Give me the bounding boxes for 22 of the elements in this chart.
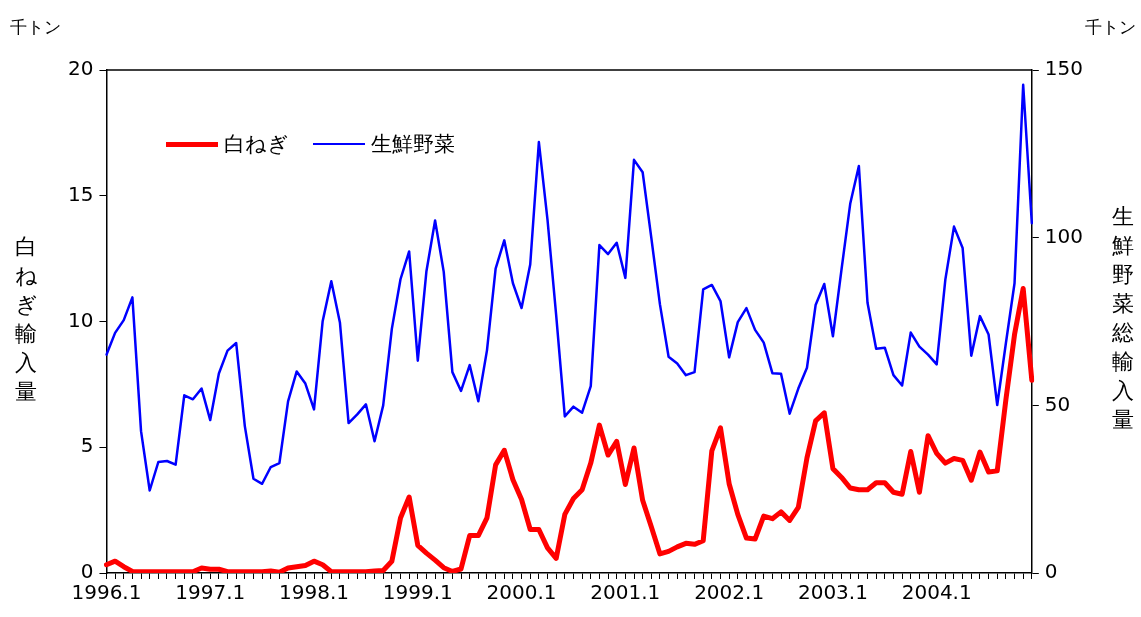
y2-axis-title: 生鮮野菜総輸入量 — [1111, 203, 1135, 434]
x-tick-label: 2004.1 — [901, 580, 972, 605]
text: 千トン — [1085, 16, 1136, 39]
y2-tick-label: 100 — [1044, 223, 1084, 248]
y-axis-title: 白ねぎ輸入量 — [14, 233, 38, 406]
text: 千トン — [10, 16, 61, 39]
y2-tick-label: 0 — [1044, 559, 1058, 584]
y-tick-label: 5 — [80, 433, 94, 458]
y-tick-label: 10 — [68, 307, 94, 332]
x-tick-label: 1998.1 — [279, 580, 349, 605]
y-tick-label: 15 — [68, 181, 94, 206]
y2-tick-label: 50 — [1044, 391, 1071, 416]
x-tick-label: 2000.1 — [486, 580, 557, 605]
x-tick-label: 1997.1 — [175, 580, 246, 605]
y-tick-label: 20 — [68, 56, 94, 81]
x-tick-label: 2002.1 — [694, 580, 765, 605]
legend-label: 生鮮野菜 — [371, 131, 456, 158]
legend-label: 白ねぎ — [224, 131, 290, 158]
x-tick-label: 2001.1 — [590, 580, 661, 605]
x-tick-label: 2003.1 — [797, 580, 868, 605]
y2-tick-label: 150 — [1044, 56, 1084, 81]
x-tick-label: 1999.1 — [382, 580, 453, 605]
